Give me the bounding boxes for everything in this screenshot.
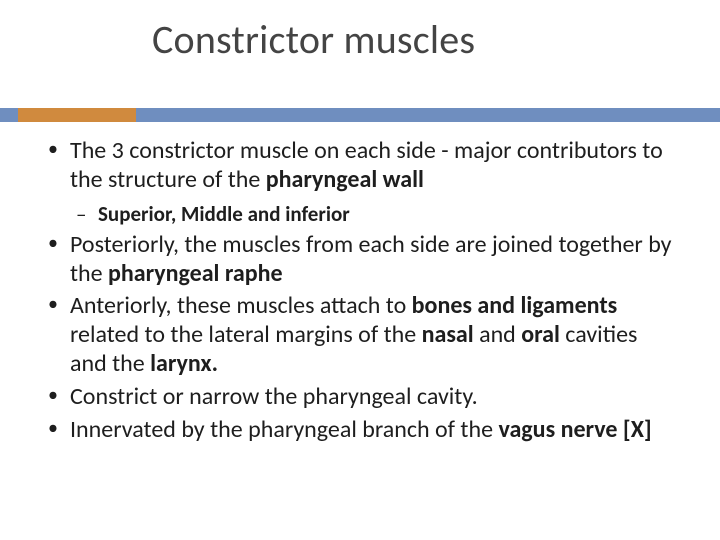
bullet-bold: oral xyxy=(521,320,565,349)
bullet-item: The 3 constrictor muscle on each side - … xyxy=(40,137,676,227)
bullet-item: Constrict or narrow the pharyngeal cavit… xyxy=(40,383,676,412)
bullet-text: related to the lateral margins of the xyxy=(70,320,422,349)
bullet-item: Anteriorly, these muscles attach to bone… xyxy=(40,292,676,378)
bullet-bold: pharyngeal wall xyxy=(266,165,424,194)
bullet-bold: larynx. xyxy=(150,349,218,378)
bullet-bold: pharyngeal raphe xyxy=(108,259,283,288)
bullet-bold: nasal xyxy=(422,320,479,349)
bullet-text: Constrict or narrow the pharyngeal cavit… xyxy=(70,382,478,411)
bullet-bold: vagus nerve [X] xyxy=(498,415,651,444)
bullet-list: The 3 constrictor muscle on each side - … xyxy=(40,137,676,444)
bullet-item: Innervated by the pharyngeal branch of t… xyxy=(40,416,676,445)
slide: Constrictor muscles The 3 constrictor mu… xyxy=(0,0,720,540)
sub-bullet-item: Superior, Middle and inferior xyxy=(70,201,676,227)
bullet-item: Posteriorly, the muscles from each side … xyxy=(40,231,676,289)
slide-title: Constrictor muscles xyxy=(152,18,475,62)
accent-box xyxy=(18,108,136,122)
content-area: The 3 constrictor muscle on each side - … xyxy=(0,137,720,444)
bullet-text: Innervated by the pharyngeal branch of t… xyxy=(70,415,498,444)
title-block: Constrictor muscles xyxy=(0,18,720,123)
bullet-text: Anteriorly, these muscles attach to xyxy=(70,291,412,320)
bullet-text: and xyxy=(479,320,521,349)
bullet-bold: bones and ligaments xyxy=(412,291,618,320)
sub-bullet-list: Superior, Middle and inferior xyxy=(70,201,676,227)
sub-bullet-text: Superior, Middle and inferior xyxy=(98,201,350,227)
